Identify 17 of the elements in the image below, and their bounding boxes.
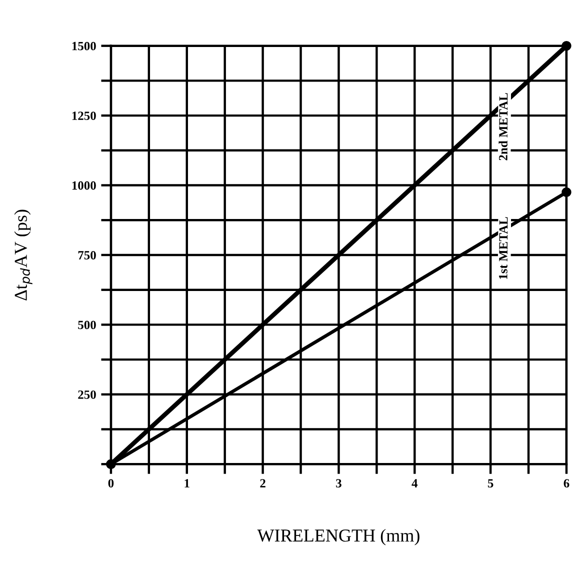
x-tick-label: 2 [260, 479, 266, 488]
y-tick-label: 1500 [72, 42, 96, 50]
x-tick-label: 3 [336, 479, 342, 488]
text: 1st METAL [498, 217, 508, 279]
text: 2nd METAL [498, 93, 508, 160]
x-tick-label: 0 [108, 479, 114, 488]
x-axis-title: WIRELENGTH (mm) [257, 528, 420, 546]
y-tick-label: 250 [78, 390, 96, 399]
x-tick-label: 5 [488, 479, 494, 488]
y-tick-label: 750 [78, 251, 96, 260]
y-axis-title: Δt$_{pd}$AV (ps) [14, 210, 32, 300]
y-tick-label: 1000 [72, 181, 96, 190]
x-tick-label: 1 [184, 479, 190, 488]
x-tick-label: 4 [412, 479, 418, 488]
y-tick-label: 1250 [72, 112, 96, 120]
x-tick-label: 6 [564, 479, 570, 488]
y-tick-label: 500 [78, 320, 96, 330]
